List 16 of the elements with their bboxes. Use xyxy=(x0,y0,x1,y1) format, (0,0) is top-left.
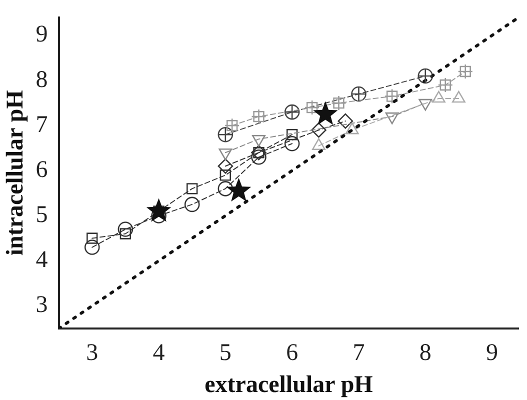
y-tick-label: 5 xyxy=(36,202,48,228)
x-tick-label: 5 xyxy=(219,340,232,366)
x-tick-label: 9 xyxy=(486,340,498,366)
x-tick-label: 8 xyxy=(419,340,432,366)
x-tick-label: 3 xyxy=(86,340,98,366)
x-tick-label: 4 xyxy=(152,340,165,366)
x-axis-title: extracellular pH xyxy=(204,372,374,398)
y-tick-label: 4 xyxy=(36,247,48,274)
y-tick-label: 8 xyxy=(36,66,48,93)
y-tick-label: 7 xyxy=(36,112,48,138)
y-tick-label: 6 xyxy=(36,156,48,183)
y-tick-label: 9 xyxy=(36,22,48,48)
y-axis-title: intracellular pH xyxy=(2,90,29,256)
x-tick-label: 7 xyxy=(352,340,365,366)
y-tick-label: 3 xyxy=(36,292,48,318)
x-tick-label: 6 xyxy=(286,340,298,366)
